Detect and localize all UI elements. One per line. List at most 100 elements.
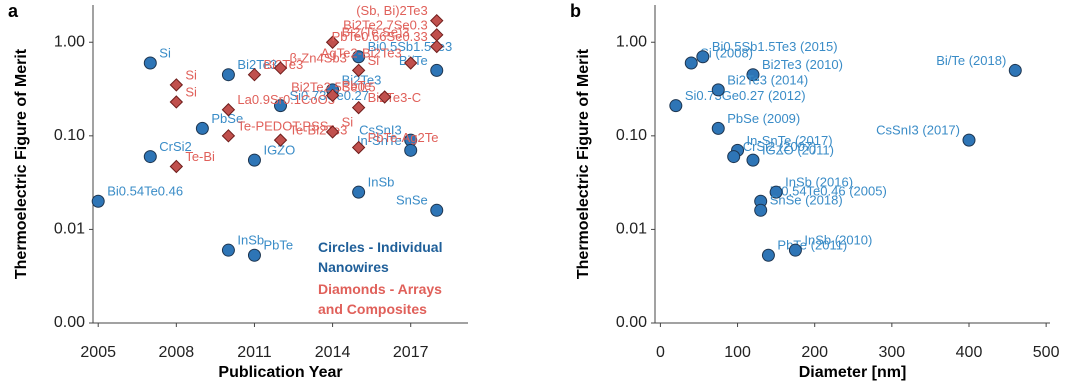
circle-marker: [769, 185, 783, 199]
x-tick-label: 200: [801, 344, 828, 361]
point-label: CsSnI3: [359, 123, 402, 138]
point-label: In-SnTe: [357, 133, 402, 148]
legend-entry: Diamonds - Arrays and Composites: [318, 281, 442, 317]
point-label: Bi2Te2.5Se0.5: [291, 79, 376, 94]
diamond-marker: [169, 78, 184, 92]
diamond-marker: [325, 35, 340, 49]
x-tick-label: 100: [724, 344, 751, 361]
point-label: Si0.73Ge0.27 (2012): [685, 88, 806, 103]
x-axis-title: Diameter [nm]: [799, 364, 907, 381]
point-label: Bi2(Te,Se)3: [342, 25, 410, 40]
diamond-marker: [404, 56, 418, 70]
point-label: InSb (2016): [785, 175, 853, 190]
circle-marker: [746, 68, 760, 82]
circle-marker: [274, 99, 287, 113]
point-label: Bi/Te (2018): [936, 53, 1006, 68]
point-label: InSb: [368, 175, 395, 190]
diamond-marker: [325, 88, 340, 103]
x-tick-label: 2017: [393, 344, 429, 361]
x-tick-label: 2014: [315, 344, 351, 361]
x-tick-label: 300: [878, 344, 905, 361]
point-label: PbSe: [211, 111, 243, 126]
point-label: Si (2008): [700, 45, 753, 60]
point-label: Si: [159, 45, 171, 60]
circle-marker: [711, 121, 725, 135]
point-label: PbSe (2009): [727, 111, 800, 126]
diamond-marker: [273, 133, 288, 147]
point-label: (Sb, Bi)2Te3: [356, 3, 428, 18]
circle-marker: [404, 143, 418, 157]
x-tick-label: 400: [956, 344, 983, 361]
circle-marker: [195, 121, 209, 135]
point-label: SnSe (2018): [770, 193, 843, 208]
diamond-marker: [169, 95, 184, 109]
panel-label: a: [8, 1, 19, 21]
point-label: Bi0.54Te0.46 (2005): [770, 184, 887, 199]
y-tick-label: 1.00: [616, 33, 647, 50]
point-label: Si: [185, 67, 197, 82]
circle-marker: [696, 50, 710, 64]
circle-marker: [143, 150, 157, 164]
point-label: Si: [185, 84, 197, 99]
point-label: Bi2Te2.7Se0.3: [343, 17, 428, 32]
circle-marker: [746, 153, 760, 167]
circle-marker: [143, 56, 157, 70]
point-label: InSb (2010): [804, 233, 872, 248]
y-tick-label: 0.10: [54, 127, 85, 144]
circle-marker: [221, 243, 235, 257]
point-label: SnSe: [396, 193, 428, 208]
circle-marker: [352, 50, 366, 64]
diamond-marker: [377, 90, 392, 104]
circle-marker: [430, 63, 444, 77]
circle-marker: [247, 153, 261, 167]
circle-marker: [247, 248, 261, 262]
panel-label: b: [570, 1, 581, 21]
y-tick-label: 0.00: [616, 314, 647, 331]
diamond-marker: [247, 67, 262, 82]
circle-marker: [1008, 63, 1022, 77]
diamond-marker: [169, 159, 184, 174]
point-label: InSb: [237, 233, 264, 248]
diamond-marker: [351, 100, 366, 115]
x-tick-label: 0: [656, 344, 665, 361]
point-label: Bi0.5Sb1.5Te3: [368, 39, 453, 54]
circle-marker: [754, 203, 768, 217]
y-axis-title: Thermoelectric Figure of Merit: [575, 48, 592, 279]
point-label: CrSi2: [159, 139, 192, 154]
point-label: Bi2Te3 (2014): [727, 72, 808, 87]
point-label: AgTe2-Bi2Te3: [321, 45, 402, 60]
point-label: PbTe0.66Se0.33: [332, 29, 428, 44]
circle-marker: [761, 248, 775, 262]
point-label: In-SnTe (2017): [747, 133, 833, 148]
legend-entry: Circles - Individual Nanowires: [318, 239, 443, 275]
diamond-marker: [430, 13, 444, 28]
point-label: Te-Bi: [185, 149, 215, 164]
circle-marker: [788, 243, 802, 257]
point-label: Bi2Te3-C: [368, 90, 421, 105]
point-label: Te-PEDOT:PSS: [237, 118, 328, 133]
point-label: PbTe: [263, 238, 293, 253]
point-label: Bi2Te3: [342, 72, 382, 87]
diamond-marker: [351, 63, 366, 78]
point-label: PbTe: [342, 78, 372, 93]
y-tick-label: 0.00: [54, 314, 85, 331]
x-tick-label: 2011: [237, 344, 272, 361]
point-label: Te-Bi2Te3: [290, 123, 348, 138]
diamond-marker: [221, 103, 236, 117]
y-axis-title: Thermoelectric Figure of Merit: [13, 48, 30, 279]
point-label: Bi0.54Te0.46: [107, 184, 183, 199]
x-axis-title: Publication Year: [218, 364, 342, 381]
x-tick-label: 500: [1033, 344, 1060, 361]
x-tick-label: 2005: [80, 344, 116, 361]
circle-marker: [91, 194, 105, 208]
point-label: IGZO (2011): [762, 143, 834, 158]
point-label: PbTe-Ag2Te: [368, 130, 439, 145]
circle-marker: [684, 56, 698, 70]
diamond-marker: [351, 140, 366, 155]
point-label: IGZO: [263, 143, 295, 158]
point-label: Si: [342, 114, 354, 129]
circle-marker: [962, 133, 976, 147]
point-label: β-Zn4Sb3: [290, 50, 347, 65]
point-label: La0.9Sr0.1CoO3: [237, 92, 335, 107]
